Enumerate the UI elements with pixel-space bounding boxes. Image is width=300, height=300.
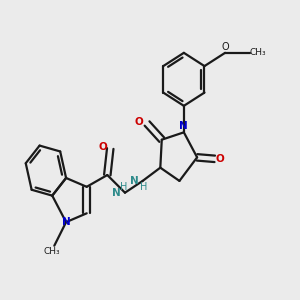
- Text: O: O: [216, 154, 224, 164]
- Text: N: N: [112, 188, 121, 198]
- Text: H: H: [140, 182, 148, 192]
- Text: N: N: [130, 176, 139, 186]
- Text: N: N: [62, 217, 70, 227]
- Text: O: O: [134, 117, 143, 127]
- Text: O: O: [221, 42, 229, 52]
- Text: CH₃: CH₃: [249, 48, 266, 57]
- Text: O: O: [98, 142, 107, 152]
- Text: N: N: [179, 121, 188, 131]
- Text: CH₃: CH₃: [43, 247, 60, 256]
- Text: H: H: [120, 182, 127, 192]
